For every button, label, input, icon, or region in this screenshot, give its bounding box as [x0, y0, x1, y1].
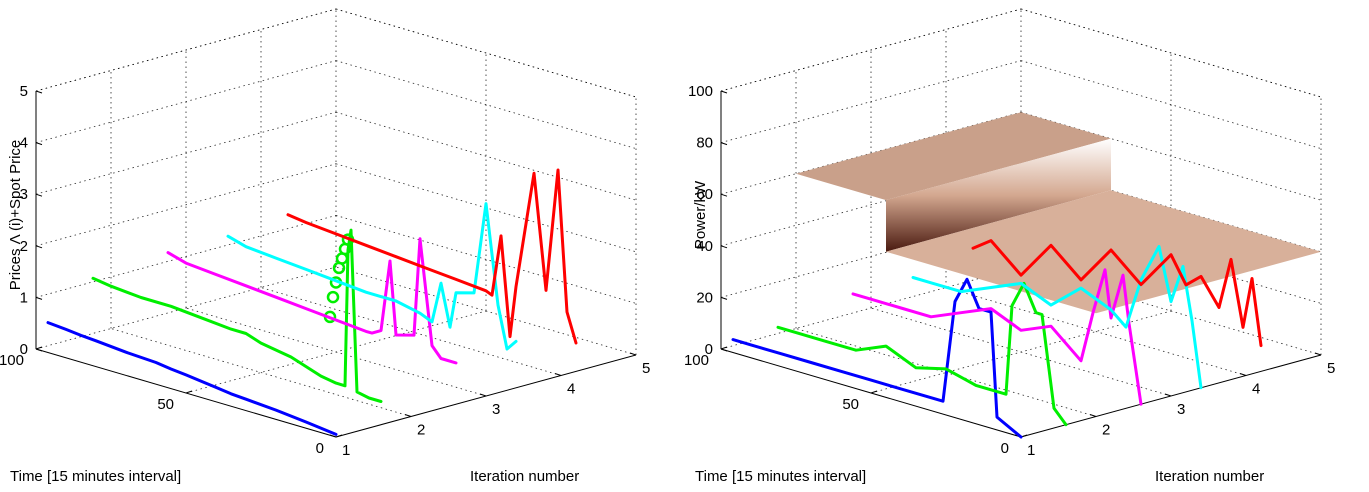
- x-axis-label: Time [15 minutes interval]: [695, 468, 866, 485]
- grid-line: [335, 8, 637, 98]
- grid-line: [35, 215, 337, 298]
- series-marker: [326, 290, 340, 304]
- axes-box: 0 20 40 60 80 100 100 50 0 1 2 3 4 5: [685, 8, 1335, 459]
- y-tick-label: 3: [492, 401, 500, 418]
- z-tick-label: 1: [20, 289, 28, 306]
- grid-line: [870, 310, 1172, 394]
- y-tick-mark: [329, 434, 337, 438]
- x-tick-label: 50: [157, 396, 174, 413]
- grid-line: [35, 111, 337, 195]
- axes-box: 0 1 2 3 4 5 100 50 0 1 2 3 4 5: [0, 8, 650, 459]
- prices-3d-plot: 0 1 2 3 4 5 100 50 0 1 2 3 4 5 Time [15 minutes interv…: [0, 8, 650, 485]
- x-tick-label: 100: [685, 352, 709, 369]
- x-tick-mark: [870, 390, 878, 394]
- y-tick-label: 1: [342, 442, 350, 459]
- z-axis-label: Power/kW: [692, 180, 709, 249]
- power-3d-plot: 0 20 40 60 80 100 100 50 0 1 2 3 4 5 Time [15 minutes …: [685, 8, 1335, 485]
- z-tick-label: 3: [20, 186, 28, 203]
- z-tick-mark: [35, 142, 43, 146]
- y-axis-label: Iteration number: [1155, 468, 1264, 485]
- z-tick-label: 5: [20, 83, 28, 100]
- chart-panel-power: 0 20 40 60 80 100 100 50 0 1 2 3 4 5 Time [15 minutes …: [685, 0, 1369, 492]
- series-line-3: [911, 245, 1203, 390]
- y-tick-mark: [479, 393, 487, 397]
- grid-line: [260, 287, 562, 376]
- z-tick-label: 100: [688, 83, 713, 100]
- y-tick-mark: [1164, 393, 1172, 397]
- y-tick-label: 5: [1327, 360, 1335, 377]
- x-tick-label: 50: [842, 396, 859, 413]
- series-line-4: [971, 239, 1263, 348]
- z-tick-mark: [720, 348, 728, 352]
- series-line-1: [776, 281, 1068, 427]
- y-tick-label: 1: [1027, 442, 1035, 459]
- z-tick-label: 20: [696, 289, 713, 306]
- y-tick-mark: [404, 414, 412, 417]
- grid-line: [1020, 8, 1322, 98]
- z-tick-mark: [720, 142, 728, 146]
- surface-plateau-low: [886, 190, 1321, 314]
- series-line-0: [731, 277, 1023, 439]
- series-line-1: [91, 228, 383, 403]
- series-line-0: [46, 321, 338, 436]
- grid-line: [335, 215, 637, 304]
- y-tick-mark: [554, 373, 562, 376]
- surface-step: [886, 138, 1111, 252]
- y-tick-label: 4: [1252, 381, 1260, 398]
- y-tick-label: 2: [1102, 422, 1110, 439]
- grid-line: [1020, 111, 1322, 201]
- x-tick-label: 0: [1001, 440, 1009, 457]
- x-tick-mark: [185, 390, 193, 394]
- x-tick-mark: [335, 434, 343, 438]
- z-tick-label: 60: [696, 186, 713, 203]
- grid-line: [335, 111, 637, 201]
- z-tick-label: 0: [20, 341, 28, 358]
- y-tick-label: 3: [1177, 401, 1185, 418]
- y-tick-label: 5: [642, 360, 650, 377]
- y-tick-label: 4: [567, 381, 575, 398]
- series-line-2: [166, 237, 458, 365]
- x-tick-label: 100: [0, 352, 24, 369]
- power-surface: [796, 112, 1321, 314]
- grid-line: [185, 310, 487, 394]
- z-tick-label: 4: [20, 135, 28, 152]
- z-tick-mark: [35, 296, 43, 300]
- y-tick-mark: [1314, 352, 1322, 356]
- y-tick-mark: [1089, 414, 1097, 417]
- x-axis-label: Time [15 minutes interval]: [10, 468, 181, 485]
- z-tick-mark: [720, 296, 728, 300]
- z-tick-mark: [35, 193, 43, 197]
- grid-line: [945, 287, 1247, 376]
- x-tick-label: 0: [316, 440, 324, 457]
- surface-plateau-high: [796, 112, 1111, 201]
- grid-line: [720, 215, 1022, 298]
- series-line-3: [226, 202, 518, 351]
- y-axis-label: Iteration number: [470, 468, 579, 485]
- z-tick-mark: [720, 90, 728, 94]
- grid-line: [110, 328, 412, 417]
- grid-line: [720, 8, 1022, 92]
- z-tick-label: 40: [696, 238, 713, 255]
- y-tick-mark: [629, 352, 637, 356]
- z-tick-mark: [720, 193, 728, 197]
- grid-line: [35, 163, 337, 247]
- series-marker: [332, 261, 346, 275]
- z-tick-label: 80: [696, 135, 713, 152]
- y-tick-label: 2: [417, 422, 425, 439]
- z-tick-mark: [35, 90, 43, 94]
- z-tick-mark: [720, 245, 728, 249]
- z-tick-label: 2: [20, 238, 28, 255]
- series-line-2: [851, 268, 1143, 406]
- x-tick-mark: [35, 346, 43, 350]
- z-tick-mark: [35, 348, 43, 352]
- z-tick-label: 0: [705, 341, 713, 358]
- chart-panel-prices: 0 1 2 3 4 5 100 50 0 1 2 3 4 5 Time [15 minutes interv…: [0, 0, 684, 492]
- x-tick-mark: [720, 346, 728, 350]
- z-axis-label: Prices Λ (i)+Spot Price: [7, 140, 24, 290]
- z-tick-mark: [35, 245, 43, 249]
- grid-line: [720, 163, 1022, 247]
- grid-line: [35, 8, 337, 92]
- series-line-4: [286, 168, 578, 345]
- y-tick-mark: [1239, 373, 1247, 376]
